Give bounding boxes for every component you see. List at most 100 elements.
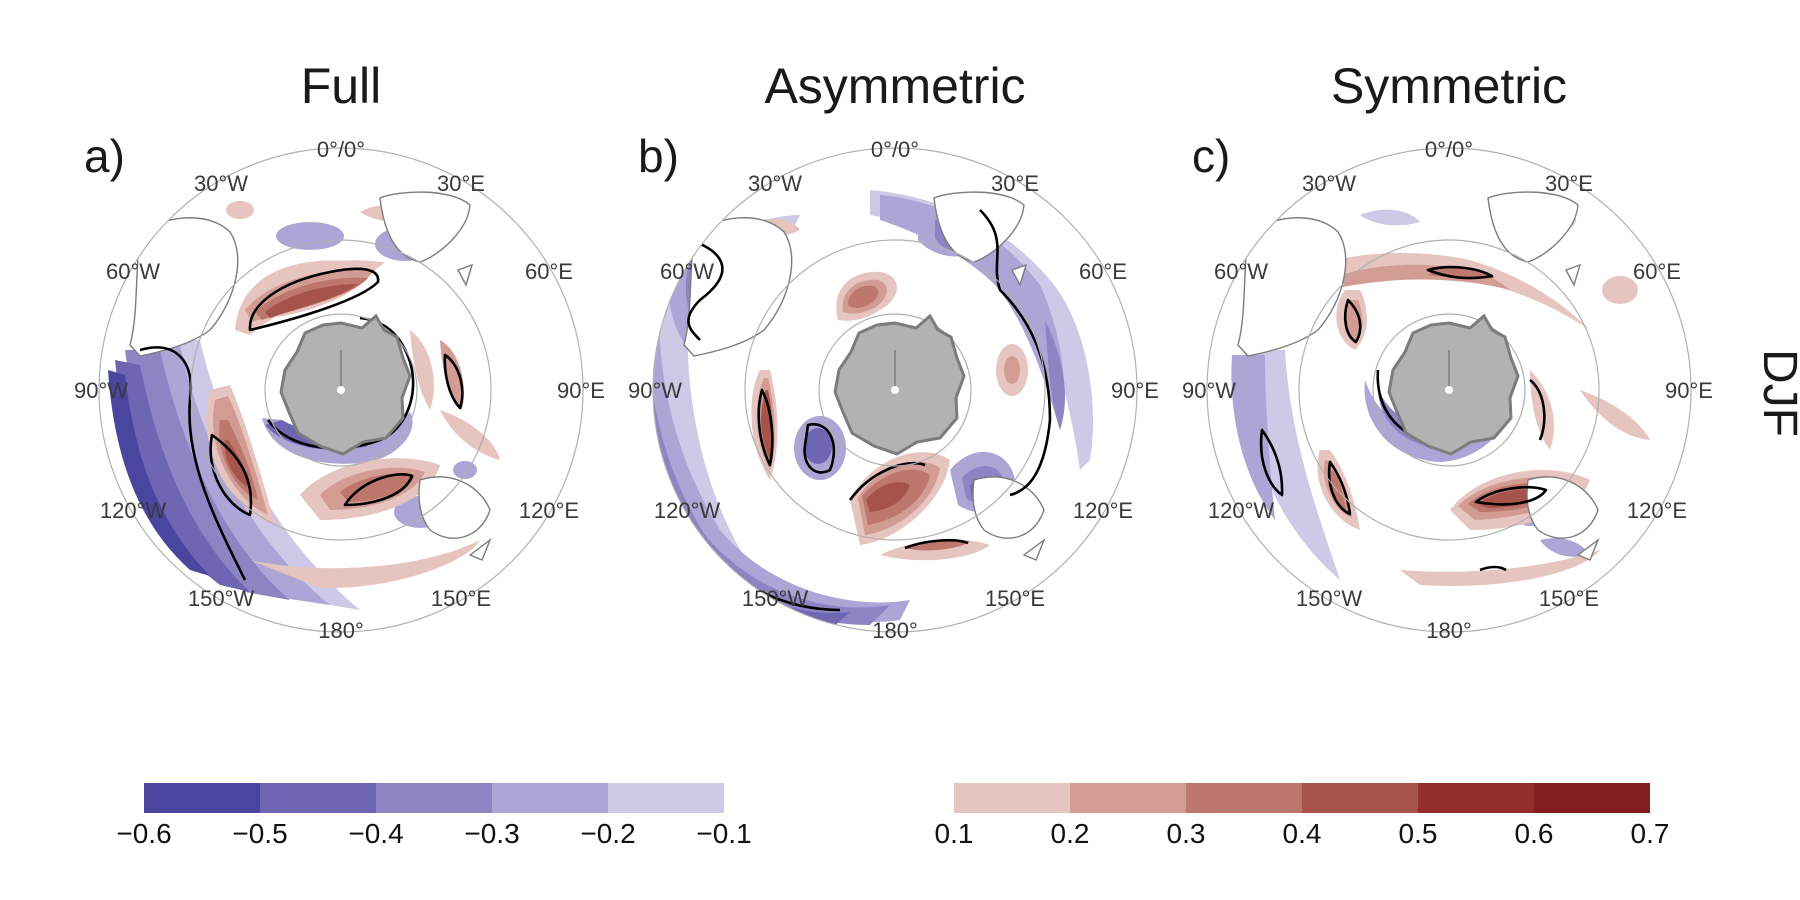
colorbar-negative: −0.6 −0.5 −0.4 −0.3 −0.2 −0.1 [116, 783, 752, 849]
antarctica-symmetric [1387, 313, 1520, 456]
neg-blob-2 [804, 428, 832, 464]
lon-labels-symmetric: 0°/0° 30°E 60°E 90°E 120°E 150°E 180° 15… [1182, 137, 1713, 643]
africa [933, 191, 1025, 263]
pos-blob-2 [226, 201, 254, 219]
lon-label: 120°W [654, 498, 721, 523]
lon-label: 150°E [1539, 586, 1599, 611]
madagascar [457, 263, 474, 287]
colorbar-swatch [492, 783, 608, 813]
lon-label: 90°W [1182, 378, 1236, 403]
sig-contour-7 [848, 461, 926, 501]
lon-label: 150°W [1296, 586, 1363, 611]
colorbar-tick-label: −0.2 [580, 818, 635, 849]
lon-label: 30°E [1545, 171, 1593, 196]
lon-label: 60°W [106, 259, 160, 284]
pos-blob-1 [1602, 276, 1638, 304]
continents [683, 191, 1046, 561]
sig-contour-3 [904, 538, 969, 550]
sig-contour-6 [979, 209, 1052, 497]
colorbar-tick-label: 0.6 [1515, 818, 1554, 849]
antarctica-asymmetric [833, 313, 966, 456]
lon-label: 180° [872, 618, 918, 643]
new-zealand [1576, 537, 1600, 561]
lon-label: 120°W [100, 498, 167, 523]
lon-label: 30°W [748, 171, 802, 196]
colorbar-swatch [1302, 783, 1418, 813]
panel-title-symmetric: Symmetric [1331, 58, 1567, 114]
lon-label: 120°E [519, 498, 579, 523]
lon-label: 180° [318, 618, 364, 643]
colorbar-swatch [144, 783, 260, 813]
lon-labels-full: 0°/0° 30°E 60°E 90°E 120°E 150°E 180° 15… [74, 137, 605, 643]
sig-contour-7 [1529, 378, 1546, 441]
colorbar-tick-label: −0.4 [348, 818, 403, 849]
sig-contour-1 [757, 388, 774, 467]
colorbar-tick-label: 0.2 [1051, 818, 1090, 849]
lon-label: 60°E [1079, 259, 1127, 284]
grid-asymmetric [652, 147, 1138, 633]
lon-labels-asymmetric: 0°/0° 30°E 60°E 90°E 120°E 150°E 180° 15… [628, 137, 1159, 643]
map-asymmetric [653, 190, 1094, 632]
colorbar-swatch [608, 783, 724, 813]
colorbar-positive: 0.1 0.2 0.3 0.4 0.5 0.6 0.7 [935, 783, 1669, 849]
sig-contour-5 [139, 346, 247, 581]
south-america [683, 217, 793, 357]
negative-shading [108, 222, 477, 610]
lon-label: 120°E [1627, 498, 1687, 523]
lon-label: 90°W [74, 378, 128, 403]
neg-blob-4 [453, 461, 477, 479]
panel-letter-a: a) [84, 130, 125, 182]
madagascar [1565, 263, 1582, 287]
map-symmetric [1231, 191, 1650, 586]
sig-contour-4 [443, 353, 464, 410]
colorbar-swatch [1070, 783, 1186, 813]
south-america [129, 217, 239, 357]
australia [418, 476, 491, 539]
pos-blob-2 [1004, 356, 1020, 384]
antarctica-full [279, 313, 412, 456]
panel-full: Full a) [74, 58, 605, 643]
lon-label: 30°E [991, 171, 1039, 196]
africa [1487, 191, 1579, 263]
panel-title-full: Full [301, 58, 382, 114]
colorbar-tick-label: −0.5 [232, 818, 287, 849]
colorbar-swatch [260, 783, 376, 813]
colorbar-tick-label: 0.1 [935, 818, 974, 849]
lon-label: 150°W [188, 586, 255, 611]
positive-shading [203, 201, 500, 589]
lon-label: 180° [1426, 618, 1472, 643]
sig-contour-5 [1426, 265, 1494, 280]
australia [972, 476, 1045, 539]
colorbar-tick-label: 0.5 [1399, 818, 1438, 849]
panel-letter-c: c) [1192, 130, 1230, 182]
colorbar-swatch [1534, 783, 1650, 813]
panel-letter-b: b) [638, 130, 679, 182]
sig-contour-3 [343, 473, 414, 507]
lon-label: 30°W [1302, 171, 1356, 196]
lon-label: 30°E [437, 171, 485, 196]
lon-label: 120°E [1073, 498, 1133, 523]
sig-contour-5 [687, 238, 724, 341]
grid-full [98, 147, 584, 633]
grid-symmetric [1206, 147, 1692, 633]
sig-contour-8 [1479, 565, 1507, 572]
africa [379, 191, 471, 263]
sig-contour-4 [1259, 428, 1284, 497]
lon-label: 90°E [557, 378, 605, 403]
lon-label: 60°E [1633, 259, 1681, 284]
colorbar-swatch [376, 783, 492, 813]
colorbar-swatch [1418, 783, 1534, 813]
panel-symmetric: Symmetric c) [1182, 58, 1713, 643]
neg-blob-1 [276, 222, 344, 250]
south-america [1237, 217, 1347, 357]
lon-label: 0°/0° [1425, 137, 1473, 162]
lon-label: 90°E [1111, 378, 1159, 403]
lon-label: 150°E [985, 586, 1045, 611]
positive-shading [1280, 210, 1650, 586]
lon-label: 60°E [525, 259, 573, 284]
lon-label: 90°W [628, 378, 682, 403]
colorbar-tick-label: −0.1 [696, 818, 751, 849]
lon-label: 0°/0° [317, 137, 365, 162]
new-zealand [468, 537, 492, 561]
